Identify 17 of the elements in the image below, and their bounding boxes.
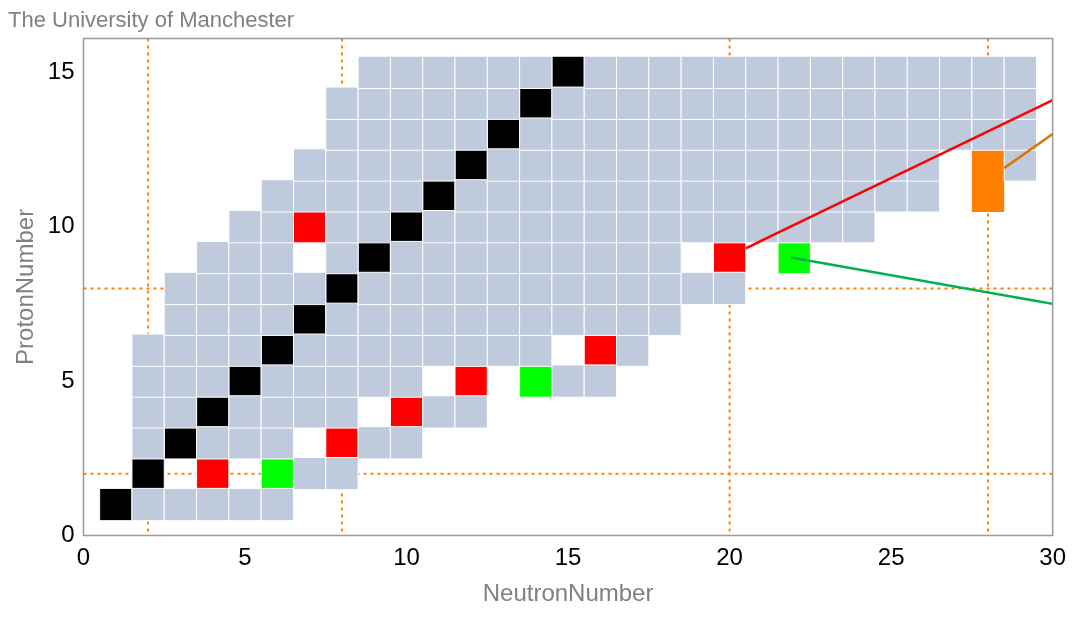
x-tick-label: 15: [554, 543, 582, 571]
point: [971, 148, 1005, 182]
x-axis-title: NeutronNumber: [482, 579, 654, 607]
y-tick-label: 0: [61, 520, 75, 548]
chart-title: The University of Manchester: [8, 7, 295, 33]
y-tick-label: 10: [47, 211, 75, 239]
x-tick-label: 30: [1039, 543, 1066, 571]
y-tick-label: 15: [47, 56, 75, 84]
point: [99, 487, 133, 522]
point: [519, 364, 553, 398]
x-tick-label: 25: [877, 543, 905, 571]
y-axis-title: ProtonNumber: [11, 208, 39, 365]
point: [971, 179, 1005, 212]
y-tick-label: 5: [61, 365, 75, 393]
x-tick-label: 5: [238, 543, 252, 571]
x-tick-label: 10: [393, 543, 420, 571]
x-tick-label: 20: [716, 543, 743, 571]
